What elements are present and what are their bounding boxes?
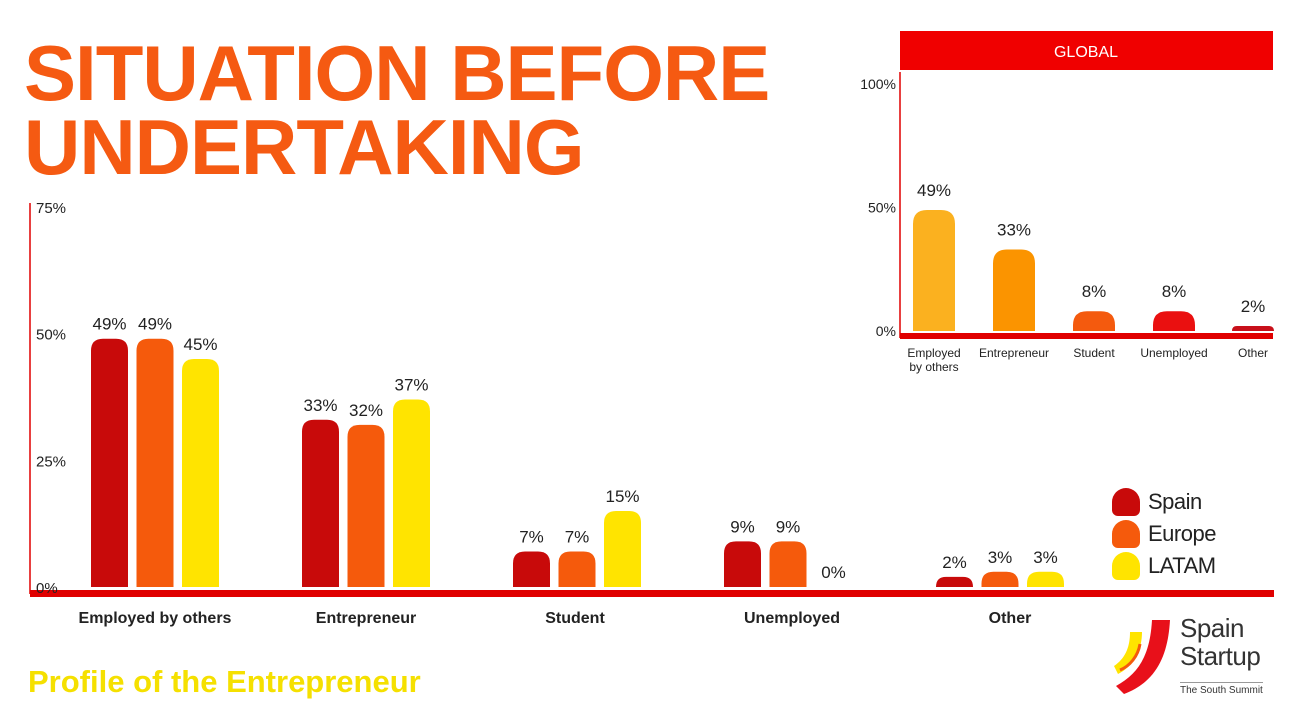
x-axis-baseline bbox=[30, 590, 1274, 597]
logo-line-1: Spain bbox=[1180, 613, 1245, 643]
x-tick-label-employed-by-others: Employed by others bbox=[79, 610, 232, 627]
global-x-tick-label-other: Other bbox=[1238, 346, 1268, 360]
bar-spain-entrepreneur bbox=[302, 419, 339, 587]
bar-europe-other bbox=[981, 571, 1019, 587]
legend-item-spain: Spain bbox=[1112, 486, 1216, 518]
y-tick-label: 75% bbox=[36, 200, 66, 217]
global-header-band bbox=[900, 31, 1273, 70]
bar-spain-other bbox=[936, 576, 973, 587]
global-bar-student bbox=[1073, 311, 1115, 331]
bar-europe-student bbox=[558, 551, 596, 587]
legend-label-europe: Europe bbox=[1148, 521, 1216, 546]
data-label-spain-employed-by-others: 49% bbox=[92, 315, 126, 334]
bar-europe-unemployed bbox=[769, 541, 807, 587]
data-label-europe-entrepreneur: 32% bbox=[349, 401, 383, 420]
data-label-latam-student: 15% bbox=[605, 487, 639, 506]
data-label-latam-unemployed: 0% bbox=[821, 563, 846, 582]
bar-spain-employed-by-others bbox=[91, 338, 128, 587]
global-data-label-student: 8% bbox=[1082, 282, 1107, 301]
legend-swatch-latam bbox=[1112, 552, 1140, 580]
data-label-spain-unemployed: 9% bbox=[730, 517, 755, 536]
global-y-tick-label: 50% bbox=[868, 200, 896, 216]
spain-startup-logo: Spain Startup The South Summit bbox=[1112, 614, 1282, 700]
legend-swatch-spain bbox=[1112, 488, 1140, 516]
chart-legend: Spain Europe LATAM bbox=[1112, 486, 1216, 582]
bar-latam-entrepreneur bbox=[393, 399, 430, 587]
bar-spain-unemployed bbox=[724, 541, 761, 587]
global-data-label-other: 2% bbox=[1241, 297, 1266, 316]
legend-label-latam: LATAM bbox=[1148, 553, 1216, 578]
legend-label-spain: Spain bbox=[1148, 489, 1202, 514]
page-subtitle: Profile of the Entrepreneur bbox=[28, 664, 421, 699]
bar-latam-employed-by-others bbox=[182, 359, 219, 587]
spain-startup-logo-icon bbox=[1114, 620, 1170, 694]
data-label-europe-other: 3% bbox=[988, 548, 1013, 567]
global-data-label-unemployed: 8% bbox=[1162, 282, 1187, 301]
data-label-spain-other: 2% bbox=[942, 553, 967, 572]
bar-europe-employed-by-others bbox=[136, 338, 174, 587]
legend-item-europe: Europe bbox=[1112, 518, 1216, 550]
page-title-line-2: UNDERTAKING bbox=[24, 103, 585, 191]
data-label-europe-employed-by-others: 49% bbox=[138, 315, 172, 334]
global-chart-title: GLOBAL bbox=[1054, 44, 1118, 61]
page-title-line-1: SITUATION BEFORE bbox=[24, 29, 770, 117]
data-label-latam-entrepreneur: 37% bbox=[394, 376, 428, 395]
global-bar-entrepreneur bbox=[993, 249, 1035, 331]
global-y-tick-label: 0% bbox=[876, 323, 896, 339]
bar-latam-other bbox=[1027, 571, 1064, 587]
global-x-tick-label-entrepreneur: Entrepreneur bbox=[979, 346, 1049, 360]
logo-tagline: The South Summit bbox=[1180, 682, 1263, 696]
x-tick-label-other: Other bbox=[989, 610, 1032, 627]
logo-wordmark: Spain Startup bbox=[1180, 613, 1261, 671]
global-x-axis-baseline bbox=[900, 333, 1273, 339]
data-label-spain-entrepreneur: 33% bbox=[303, 396, 337, 415]
logo-line-2: Startup bbox=[1180, 641, 1261, 671]
bar-europe-entrepreneur bbox=[347, 424, 385, 587]
data-label-europe-unemployed: 9% bbox=[776, 517, 801, 536]
legend-swatch-europe bbox=[1112, 520, 1140, 548]
legend-item-latam: LATAM bbox=[1112, 550, 1216, 582]
x-tick-label-unemployed: Unemployed bbox=[744, 610, 840, 627]
data-label-spain-student: 7% bbox=[519, 528, 544, 547]
global-x-tick-label-student: Student bbox=[1073, 346, 1115, 360]
page-title: SITUATION BEFORE UNDERTAKING bbox=[24, 29, 770, 191]
data-label-latam-employed-by-others: 45% bbox=[183, 335, 217, 354]
global-x-tick-label-employed-by-others: Employed by others bbox=[907, 346, 960, 374]
global-bar-unemployed bbox=[1153, 311, 1195, 331]
global-data-label-entrepreneur: 33% bbox=[997, 220, 1031, 239]
data-label-europe-student: 7% bbox=[565, 528, 590, 547]
y-tick-label: 25% bbox=[36, 453, 66, 470]
x-tick-label-entrepreneur: Entrepreneur bbox=[316, 610, 416, 627]
global-x-tick-label-unemployed: Unemployed bbox=[1140, 346, 1207, 360]
global-bar-other bbox=[1232, 326, 1274, 331]
bar-latam-student bbox=[604, 511, 641, 587]
global-bar-employed-by-others bbox=[913, 209, 955, 331]
data-label-latam-other: 3% bbox=[1033, 548, 1058, 567]
global-data-label-employed-by-others: 49% bbox=[917, 181, 951, 200]
y-tick-label: 0% bbox=[36, 580, 58, 597]
bar-spain-student bbox=[513, 551, 550, 587]
y-tick-label: 50% bbox=[36, 327, 66, 344]
global-y-tick-label: 100% bbox=[860, 76, 896, 92]
x-tick-label-student: Student bbox=[545, 610, 605, 627]
